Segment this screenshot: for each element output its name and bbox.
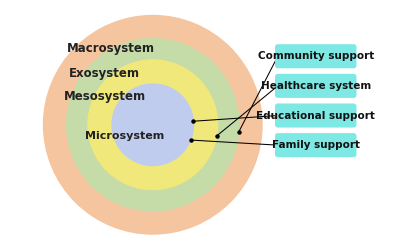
FancyBboxPatch shape	[275, 74, 356, 98]
Circle shape	[88, 60, 218, 190]
FancyBboxPatch shape	[275, 133, 356, 157]
Circle shape	[44, 16, 262, 234]
Text: Community support: Community support	[258, 51, 374, 61]
Text: Family support: Family support	[272, 140, 360, 150]
Text: Healthcare system: Healthcare system	[261, 81, 371, 91]
Circle shape	[112, 84, 194, 165]
FancyBboxPatch shape	[275, 103, 356, 128]
Text: Microsystem: Microsystem	[85, 131, 165, 141]
Circle shape	[67, 39, 239, 211]
FancyBboxPatch shape	[275, 44, 356, 68]
Text: Mesosystem: Mesosystem	[64, 91, 146, 103]
Text: Macrosystem: Macrosystem	[67, 42, 155, 55]
Text: Exosystem: Exosystem	[69, 67, 140, 80]
Text: Educational support: Educational support	[256, 111, 375, 121]
